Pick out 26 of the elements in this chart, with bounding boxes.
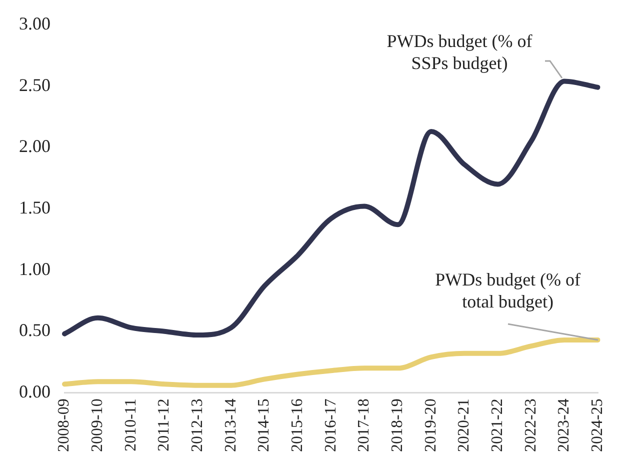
x-tick-label: 2015-16 <box>289 398 306 452</box>
y-tick-label: 2.50 <box>19 74 50 95</box>
x-tick-label: 2019-20 <box>422 398 440 452</box>
y-tick-label: 2.00 <box>19 136 50 156</box>
y-tick-label: 1.00 <box>19 258 50 279</box>
x-tick-label: 2021-22 <box>489 398 506 452</box>
x-tick-label: 2012-13 <box>189 398 206 452</box>
x-tick-label: 2022-23 <box>522 398 540 452</box>
x-tick-label: 2011-12 <box>156 398 173 452</box>
x-tick-label: 2017-18 <box>356 398 373 452</box>
y-tick-label: 0.50 <box>19 320 50 340</box>
y-tick-label: 0.00 <box>19 381 50 402</box>
x-tick-label: 2023-24 <box>556 398 573 452</box>
x-tick-label: 2010-11 <box>122 398 140 452</box>
x-tick-label: 2014-15 <box>256 398 273 452</box>
x-tick-label: 2009-10 <box>89 398 106 452</box>
x-tick-label: 2018-19 <box>389 398 406 452</box>
x-tick-label: 2013-14 <box>222 398 240 452</box>
x-tick-label: 2024-25 <box>589 398 606 452</box>
y-tick-label: 1.50 <box>19 197 50 218</box>
series-label: PWDs budget (% of total budget) <box>435 270 581 312</box>
x-tick-label: 2016-17 <box>322 398 340 452</box>
y-tick-label: 3.00 <box>19 14 50 34</box>
series-label: PWDs budget (% of SSPs budget) <box>386 30 532 73</box>
x-tick-label: 2020-21 <box>456 398 473 452</box>
x-tick-label: 2008-09 <box>56 398 73 452</box>
